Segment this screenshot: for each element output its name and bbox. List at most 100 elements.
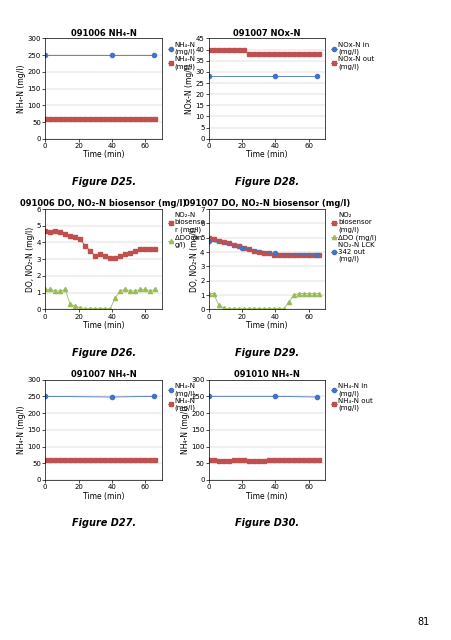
NO₂-N
biosenso
r (mg/l)	[57, 228, 63, 236]
NOx-N out
(mg/l)	[285, 50, 291, 58]
NO₂
biosensor
(mg/l)	[281, 251, 286, 259]
NH₄-N out
(mg/l)	[300, 456, 306, 464]
NO₂
biosensor
(mg/l)	[216, 237, 221, 244]
ΔDO (mg/l)	[310, 290, 316, 298]
ΔDO (mg/l)	[211, 290, 216, 298]
NH₄-N
(mg/l)	[137, 115, 143, 122]
Title: 091006 DO, NO₂-N biosensor (mg/l): 091006 DO, NO₂-N biosensor (mg/l)	[20, 199, 186, 208]
Legend: NH₄-N
(mg/l), NH₄-N
(mg/l): NH₄-N (mg/l), NH₄-N (mg/l)	[167, 383, 195, 411]
NH₄-N out
(mg/l)	[315, 456, 321, 464]
NO₂
biosensor
(mg/l)	[271, 251, 276, 259]
NO₂
biosensor
(mg/l)	[206, 234, 211, 241]
NO₂-N
biosenso
r (mg/l)	[152, 245, 158, 253]
NO₂
biosensor
(mg/l)	[266, 250, 271, 257]
NH₄-N out
(mg/l)	[226, 457, 231, 465]
NH₄-N
(mg/l)	[112, 115, 118, 122]
Legend: NO₂
biosensor
(mg/l), ΔDO (mg/l), NO₂-N LCK
342 out
(mg/l): NO₂ biosensor (mg/l), ΔDO (mg/l), NO₂-N …	[331, 212, 376, 262]
ΔDO (mg/l)	[295, 290, 301, 298]
ΔDO (m
g/l)	[47, 285, 53, 293]
NOx-N out
(mg/l)	[221, 45, 226, 53]
ΔDO (m
g/l)	[107, 305, 113, 312]
NH₄-N out
(mg/l)	[221, 457, 226, 465]
NO₂-N LCK
342 out
(mg/l)	[239, 244, 244, 252]
NO₂-N
biosenso
r (mg/l)	[67, 232, 73, 239]
NH₄-N out
(mg/l)	[235, 456, 241, 464]
NH₄-N in
(mg/l)	[206, 392, 211, 400]
NH₄-N
(mg/l)	[87, 456, 93, 464]
NOx-N out
(mg/l)	[315, 50, 321, 58]
NH₄-N
(mg/l)	[42, 51, 48, 59]
ΔDO (mg/l)	[206, 290, 211, 298]
NH₄-N in
(mg/l)	[272, 392, 277, 400]
Y-axis label: DO, NO₂-N (mg/l): DO, NO₂-N (mg/l)	[189, 227, 198, 292]
NH₄-N
(mg/l)	[107, 115, 113, 122]
NOx-N out
(mg/l)	[230, 45, 236, 53]
NOx-N in
(mg/l)	[272, 72, 277, 80]
NH₄-N
(mg/l)	[52, 456, 58, 464]
NO₂
biosensor
(mg/l)	[235, 243, 241, 250]
NH₄-N
(mg/l)	[132, 115, 138, 122]
NO₂
biosensor
(mg/l)	[240, 244, 246, 252]
NH₄-N
(mg/l)	[67, 456, 73, 464]
NH₄-N
(mg/l)	[147, 115, 153, 122]
ΔDO (m
g/l)	[127, 287, 133, 295]
NH₄-N
(mg/l)	[47, 456, 53, 464]
NO₂
biosensor
(mg/l)	[300, 251, 306, 259]
NOx-N in
(mg/l)	[206, 72, 211, 80]
Line: ΔDO (m
g/l): ΔDO (m g/l)	[43, 287, 157, 310]
ΔDO (mg/l)	[300, 290, 306, 298]
NH₄-N out
(mg/l)	[206, 456, 211, 464]
NO₂-N
biosenso
r (mg/l)	[72, 234, 78, 241]
Legend: NH₄-N
(mg/l), NH₄-N
(mg/l): NH₄-N (mg/l), NH₄-N (mg/l)	[167, 42, 195, 70]
ΔDO (m
g/l)	[137, 285, 143, 293]
NOx-N out
(mg/l)	[290, 50, 296, 58]
NO₂-N
biosenso
r (mg/l)	[83, 242, 88, 250]
NH₄-N
(mg/l)	[87, 115, 93, 123]
ΔDO (m
g/l)	[97, 305, 103, 312]
Line: NH₄-N in
(mg/l): NH₄-N in (mg/l)	[206, 394, 318, 399]
NH₄-N
(mg/l)	[147, 456, 153, 464]
NOx-N out
(mg/l)	[276, 50, 281, 58]
NOx-N out
(mg/l)	[305, 50, 311, 58]
Title: 091007 NOx-N: 091007 NOx-N	[233, 29, 300, 38]
X-axis label: Time (min): Time (min)	[246, 492, 287, 500]
NOx-N out
(mg/l)	[300, 50, 306, 58]
NH₄-N
(mg/l)	[102, 115, 108, 123]
NH₄-N
(mg/l)	[142, 115, 147, 122]
ΔDO (m
g/l)	[52, 287, 58, 295]
NO₂-N
biosenso
r (mg/l)	[137, 245, 143, 253]
NH₄-N
(mg/l)	[57, 456, 63, 464]
Line: NH₄-N
(mg/l): NH₄-N (mg/l)	[43, 458, 156, 461]
NOx-N out
(mg/l)	[245, 50, 251, 58]
NOx-N out
(mg/l)	[206, 45, 211, 53]
NO₂-N
biosenso
r (mg/l)	[97, 250, 103, 258]
NO₂
biosensor
(mg/l)	[245, 245, 251, 253]
Line: ΔDO (mg/l): ΔDO (mg/l)	[206, 292, 320, 311]
NH₄-N out
(mg/l)	[285, 456, 291, 464]
ΔDO (m
g/l)	[62, 285, 68, 293]
NO₂-N
biosenso
r (mg/l)	[92, 252, 98, 260]
NO₂-N
biosenso
r (mg/l)	[142, 245, 147, 253]
ΔDO (mg/l)	[260, 305, 266, 312]
NH₄-N
(mg/l)	[151, 51, 156, 59]
NH₄-N
(mg/l)	[92, 456, 98, 464]
Title: 091006 NH₄-N: 091006 NH₄-N	[70, 29, 136, 38]
Y-axis label: NH₄-N (mg/l): NH₄-N (mg/l)	[17, 406, 26, 454]
NOx-N out
(mg/l)	[250, 50, 256, 58]
Line: NH₄-N
(mg/l): NH₄-N (mg/l)	[43, 117, 156, 121]
NH₄-N out
(mg/l)	[305, 456, 311, 464]
NOx-N out
(mg/l)	[295, 50, 301, 58]
Line: NOx-N in
(mg/l): NOx-N in (mg/l)	[206, 74, 318, 78]
ΔDO (m
g/l)	[57, 287, 63, 295]
NH₄-N out
(mg/l)	[271, 456, 276, 464]
Text: Figure D27.: Figure D27.	[71, 518, 135, 528]
NH₄-N
(mg/l)	[152, 115, 158, 122]
NH₄-N
(mg/l)	[109, 51, 115, 59]
Legend: NOx-N in
(mg/l), NOx-N out
(mg/l): NOx-N in (mg/l), NOx-N out (mg/l)	[331, 42, 373, 70]
NH₄-N
(mg/l)	[122, 456, 128, 464]
X-axis label: Time (min): Time (min)	[83, 492, 124, 500]
ΔDO (m
g/l)	[122, 285, 128, 293]
NH₄-N out
(mg/l)	[216, 457, 221, 465]
NH₄-N
(mg/l)	[57, 115, 63, 122]
NH₄-N
(mg/l)	[117, 456, 123, 464]
